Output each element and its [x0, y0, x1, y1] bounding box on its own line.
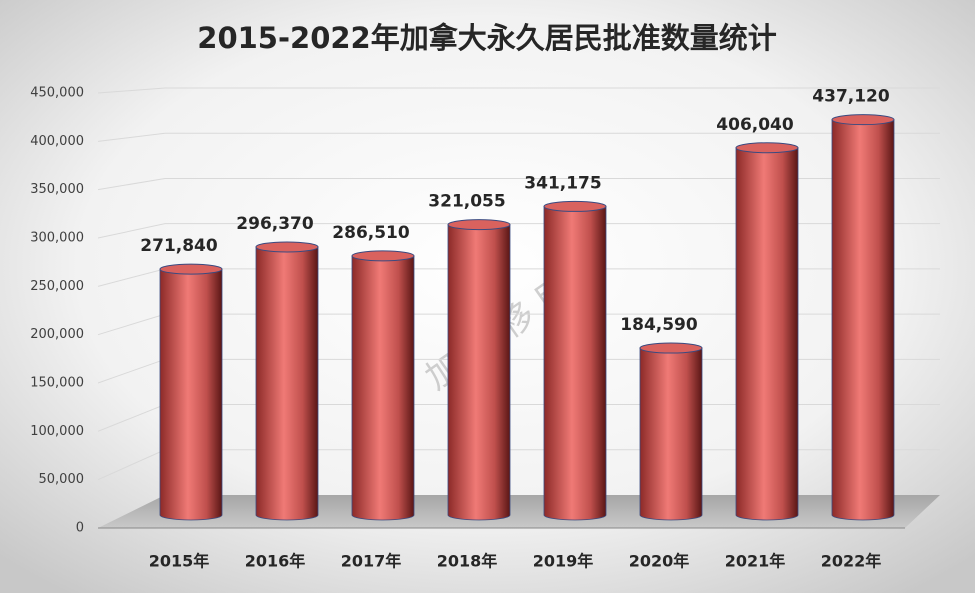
grid-line	[97, 87, 940, 94]
y-tick-label: 0	[76, 521, 84, 536]
floor	[98, 495, 940, 528]
x-tick-label: 2022年	[821, 552, 882, 571]
y-tick-label: 200,000	[30, 327, 84, 342]
value-label: 296,370	[236, 214, 314, 234]
value-label: 321,055	[428, 192, 505, 212]
grid-line	[97, 132, 940, 142]
bar-top	[735, 142, 799, 154]
x-tick-label: 2020年	[629, 552, 690, 571]
value-label: 271,840	[140, 236, 218, 256]
grid-line	[97, 177, 940, 191]
bar	[639, 347, 703, 521]
bar	[735, 147, 799, 521]
y-tick-label: 350,000	[30, 182, 84, 197]
y-tick-label: 300,000	[30, 231, 84, 246]
bar	[255, 246, 319, 521]
bar-top	[351, 250, 415, 262]
x-tick-label: 2015年	[149, 552, 210, 571]
bar	[351, 255, 415, 521]
bar-top	[831, 114, 895, 126]
x-tick-label: 2018年	[437, 552, 498, 571]
bar-top	[543, 200, 607, 212]
bar-top	[255, 241, 319, 253]
bar	[447, 224, 511, 521]
bar-top	[447, 219, 511, 231]
x-tick-label: 2016年	[245, 552, 306, 571]
y-tick-label: 150,000	[30, 376, 84, 391]
y-tick-label: 250,000	[30, 279, 84, 294]
x-tick-label: 2021年	[725, 552, 786, 571]
y-tick-label: 50,000	[39, 472, 85, 487]
value-label: 406,040	[716, 115, 794, 135]
y-tick-label: 450,000	[30, 86, 84, 101]
x-tick-label: 2017年	[341, 552, 402, 571]
value-label: 341,175	[524, 173, 601, 193]
bar	[831, 119, 895, 521]
grid-line	[97, 223, 940, 239]
x-tick-label: 2019年	[533, 552, 594, 571]
chart-title: 2015-2022年加拿大永久居民批准数量统计	[197, 21, 776, 55]
bar	[159, 268, 223, 521]
value-label: 184,590	[620, 315, 698, 335]
y-tick-label: 400,000	[30, 134, 84, 149]
value-label: 286,510	[332, 223, 410, 243]
bar-top	[159, 263, 223, 275]
bar-top	[639, 342, 703, 354]
bar	[543, 206, 607, 521]
value-label: 437,120	[812, 87, 890, 107]
y-tick-label: 100,000	[30, 424, 84, 439]
